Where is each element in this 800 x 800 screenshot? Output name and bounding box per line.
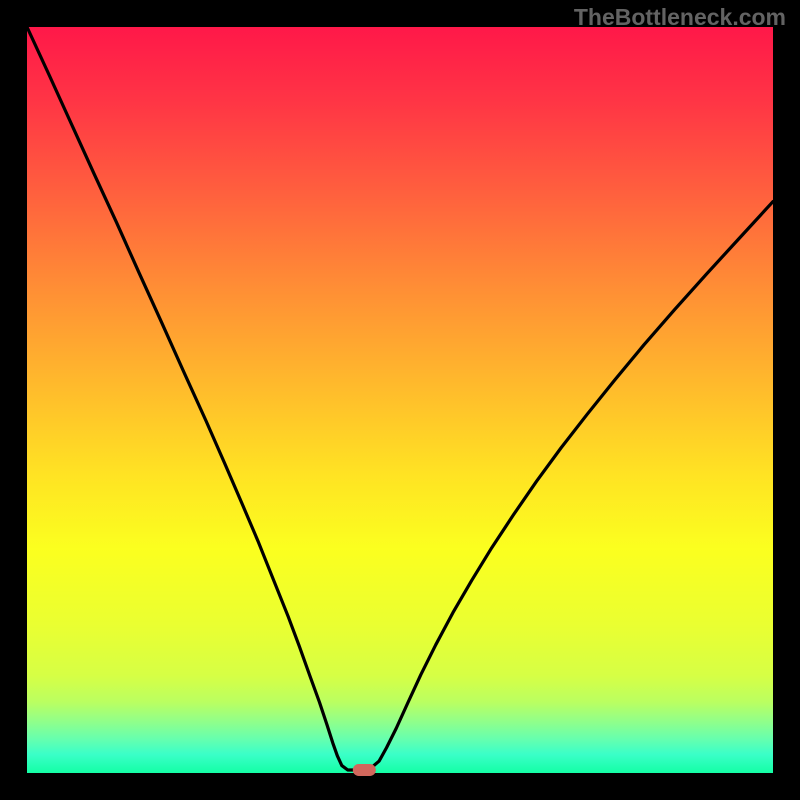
bottleneck-curve — [27, 27, 773, 770]
plot-area — [27, 27, 773, 773]
chart-outer-frame: TheBottleneck.com — [0, 0, 800, 800]
curve-svg — [27, 27, 773, 773]
optimum-marker — [353, 764, 375, 776]
